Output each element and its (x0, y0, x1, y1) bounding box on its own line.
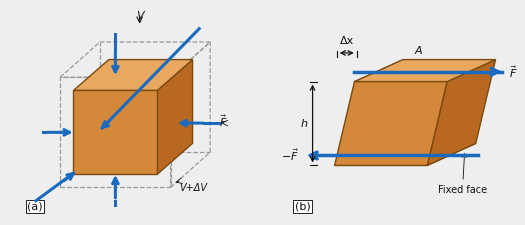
Polygon shape (74, 90, 158, 174)
Polygon shape (74, 60, 193, 90)
Text: h: h (300, 119, 307, 128)
Text: V+ΔV: V+ΔV (180, 183, 207, 193)
Text: Fixed face: Fixed face (438, 154, 487, 195)
Polygon shape (354, 60, 496, 82)
Polygon shape (334, 143, 476, 165)
Text: $\vec{F}$: $\vec{F}$ (509, 64, 517, 80)
Text: Δx: Δx (340, 36, 354, 46)
Polygon shape (427, 60, 496, 165)
Polygon shape (158, 60, 193, 174)
Text: (a): (a) (27, 202, 43, 212)
Polygon shape (334, 82, 447, 165)
Text: V: V (136, 11, 143, 21)
Text: $\vec{F}$: $\vec{F}$ (219, 113, 228, 129)
Text: $-\vec{F}$: $-\vec{F}$ (281, 148, 299, 163)
Text: A: A (415, 46, 422, 56)
Text: (b): (b) (295, 202, 311, 212)
